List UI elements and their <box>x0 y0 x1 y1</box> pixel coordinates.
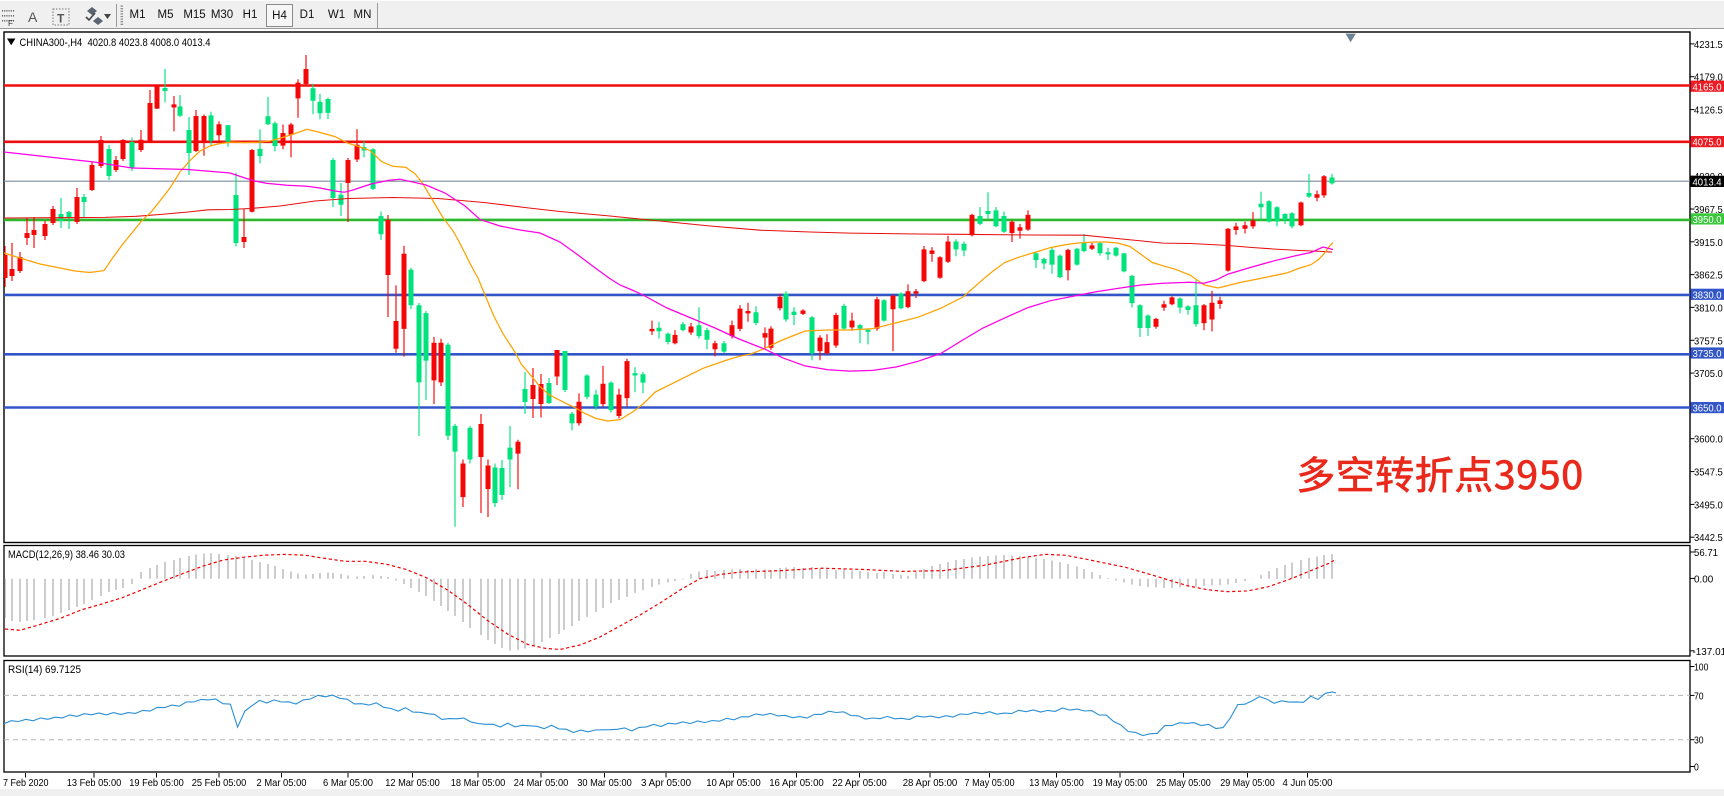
svg-text:0.00: 0.00 <box>1694 574 1713 585</box>
svg-text:10 Apr 05:00: 10 Apr 05:00 <box>706 778 761 789</box>
svg-text:F: F <box>8 19 13 28</box>
svg-text:16 Apr 05:00: 16 Apr 05:00 <box>769 778 824 789</box>
svg-text:18 Mar 05:00: 18 Mar 05:00 <box>451 778 506 789</box>
svg-text:30 Mar 05:00: 30 Mar 05:00 <box>577 778 632 789</box>
svg-text:3967.5: 3967.5 <box>1694 205 1723 216</box>
svg-text:4231.5: 4231.5 <box>1694 40 1723 51</box>
svg-text:3 Apr 05:00: 3 Apr 05:00 <box>641 778 691 789</box>
svg-text:4126.5: 4126.5 <box>1694 106 1723 117</box>
svg-text:2 Mar 05:00: 2 Mar 05:00 <box>257 778 307 789</box>
svg-text:29 May 05:00: 29 May 05:00 <box>1220 778 1275 789</box>
svg-text:3862.5: 3862.5 <box>1694 271 1723 282</box>
svg-text:19 May 05:00: 19 May 05:00 <box>1093 778 1148 789</box>
svg-text:100: 100 <box>1694 663 1709 674</box>
svg-text:4075.0: 4075.0 <box>1693 138 1722 149</box>
svg-text:19 Feb 05:00: 19 Feb 05:00 <box>129 778 184 789</box>
svg-text:13 May 05:00: 13 May 05:00 <box>1029 778 1084 789</box>
svg-text:3600.0: 3600.0 <box>1694 435 1723 446</box>
svg-text:30: 30 <box>1694 736 1704 747</box>
svg-text:22 Apr 05:00: 22 Apr 05:00 <box>832 778 887 789</box>
svg-text:56.71: 56.71 <box>1694 548 1718 559</box>
svg-text:T: T <box>57 12 65 26</box>
svg-text:3442.5: 3442.5 <box>1694 533 1723 544</box>
svg-text:3547.5: 3547.5 <box>1694 468 1723 479</box>
svg-text:0: 0 <box>1694 763 1699 774</box>
svg-text:RSI(14) 69.7125: RSI(14) 69.7125 <box>8 664 81 676</box>
svg-text:4165.0: 4165.0 <box>1693 82 1722 93</box>
svg-text:28 Apr 05:00: 28 Apr 05:00 <box>903 778 958 789</box>
svg-text:3915.0: 3915.0 <box>1694 238 1723 249</box>
svg-text:13 Feb 05:00: 13 Feb 05:00 <box>67 778 122 789</box>
svg-text:3830.0: 3830.0 <box>1693 290 1722 301</box>
svg-text:MACD(12,26,9) 38.46 30.03: MACD(12,26,9) 38.46 30.03 <box>8 549 125 561</box>
svg-text:25 Feb 05:00: 25 Feb 05:00 <box>192 778 247 789</box>
svg-text:4 Jun 05:00: 4 Jun 05:00 <box>1283 778 1333 789</box>
svg-text:3705.0: 3705.0 <box>1694 369 1723 380</box>
svg-text:3650.0: 3650.0 <box>1693 404 1722 415</box>
svg-text:3735.0: 3735.0 <box>1693 349 1722 360</box>
svg-text:3757.5: 3757.5 <box>1694 336 1723 347</box>
svg-text:6 Mar 05:00: 6 Mar 05:00 <box>323 778 373 789</box>
svg-text:3950.0: 3950.0 <box>1693 215 1722 226</box>
svg-text:-137.01: -137.01 <box>1693 647 1724 658</box>
svg-text:7 May 05:00: 7 May 05:00 <box>965 778 1015 789</box>
svg-text:7 Feb 2020: 7 Feb 2020 <box>3 778 49 789</box>
svg-text:25 May 05:00: 25 May 05:00 <box>1156 778 1211 789</box>
svg-text:4179.0: 4179.0 <box>1694 73 1723 84</box>
svg-text:24 Mar 05:00: 24 Mar 05:00 <box>514 778 569 789</box>
svg-text:CHINA300-,H4 4020.8 4023.8 40: CHINA300-,H4 4020.8 4023.8 4008.0 4013.4 <box>20 37 211 49</box>
svg-text:A: A <box>28 9 38 25</box>
svg-text:70: 70 <box>1694 691 1704 702</box>
svg-text:3495.0: 3495.0 <box>1694 500 1723 511</box>
svg-text:12 Mar 05:00: 12 Mar 05:00 <box>385 778 440 789</box>
svg-text:4013.4: 4013.4 <box>1693 178 1722 189</box>
svg-text:3810.0: 3810.0 <box>1694 303 1723 314</box>
